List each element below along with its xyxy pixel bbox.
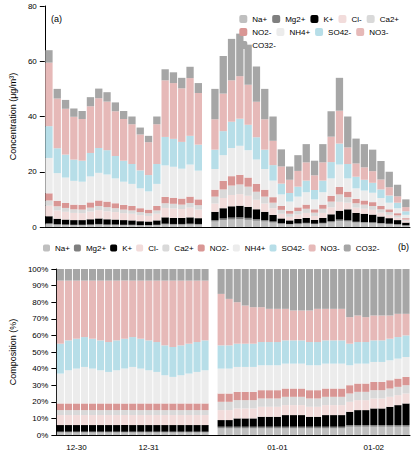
svg-text:30%: 30% [32, 381, 48, 390]
svg-text:Na+: Na+ [252, 15, 267, 24]
svg-text:01-01: 01-01 [267, 443, 288, 452]
svg-text:60%: 60% [32, 331, 48, 340]
svg-text:Na+: Na+ [55, 244, 70, 253]
svg-text:80%: 80% [32, 298, 48, 307]
svg-text:10%: 10% [32, 414, 48, 423]
svg-text:60: 60 [28, 57, 37, 66]
svg-text:70%: 70% [32, 314, 48, 323]
svg-text:CO32-: CO32- [356, 244, 380, 253]
svg-text:20: 20 [28, 167, 37, 176]
svg-text:Mg2+: Mg2+ [285, 15, 306, 24]
svg-text:NH4+: NH4+ [245, 244, 266, 253]
svg-text:CO32-: CO32- [252, 41, 276, 50]
svg-text:Concentration (μg/m³): Concentration (μg/m³) [8, 73, 18, 161]
svg-text:K+: K+ [323, 15, 333, 24]
svg-text:NO2-: NO2- [252, 28, 271, 37]
svg-text:0%: 0% [37, 431, 49, 440]
svg-text:Cl-: Cl- [351, 15, 362, 24]
svg-text:90%: 90% [32, 281, 48, 290]
svg-text:01-02: 01-02 [364, 443, 385, 452]
svg-text:80: 80 [28, 2, 37, 11]
svg-text:40: 40 [28, 112, 37, 121]
svg-text:NH4+: NH4+ [289, 28, 310, 37]
svg-text:100%: 100% [28, 265, 48, 274]
svg-text:K+: K+ [122, 244, 132, 253]
svg-text:(b): (b) [398, 242, 409, 252]
svg-text:40%: 40% [32, 364, 48, 373]
svg-text:(a): (a) [51, 14, 62, 24]
svg-text:20%: 20% [32, 397, 48, 406]
svg-text:0: 0 [32, 223, 37, 232]
svg-text:NO3-: NO3- [321, 244, 340, 253]
svg-text:SO42-: SO42- [328, 28, 351, 37]
svg-text:Mg2+: Mg2+ [86, 244, 107, 253]
svg-text:Cl-: Cl- [148, 244, 159, 253]
svg-text:12-31: 12-31 [139, 443, 160, 452]
svg-text:SO42-: SO42- [281, 244, 304, 253]
svg-text:50%: 50% [32, 348, 48, 357]
svg-text:NO3-: NO3- [369, 28, 388, 37]
svg-text:Composition (%): Composition (%) [8, 319, 18, 386]
svg-text:Ca2+: Ca2+ [380, 15, 400, 24]
svg-text:NO2-: NO2- [210, 244, 229, 253]
svg-text:12-30: 12-30 [66, 443, 87, 452]
svg-text:Ca2+: Ca2+ [174, 244, 194, 253]
